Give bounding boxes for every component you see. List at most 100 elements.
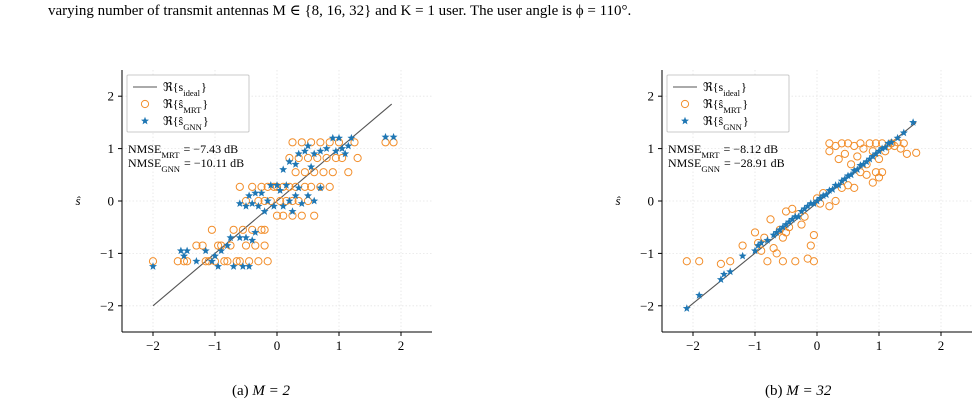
- chartb-gnn-point-17: [791, 212, 800, 221]
- subcaption-a: (a) M = 2: [232, 383, 290, 400]
- charta-mrt-point-54: [325, 182, 334, 191]
- chartb-mrt-point-37: [862, 170, 871, 179]
- chartb-ytick-label-0: −2: [640, 298, 654, 313]
- charta-gnn-point-35: [288, 207, 297, 215]
- charta-gnn-point-43: [285, 157, 294, 166]
- chartb-gnn-point-18: [794, 212, 803, 221]
- subcaption-a-math: M = 2: [252, 383, 291, 399]
- chartb-legend-label-ideal: ℜ{sideal }: [703, 80, 747, 98]
- chartb-gnn-point-11: [772, 228, 781, 236]
- charta-mrt-point-68: [325, 138, 334, 147]
- chartb-gnn-point-20: [800, 204, 809, 213]
- chartb-gnn-point-46: [881, 143, 890, 151]
- chartb-mrt-point-57: [865, 139, 874, 148]
- charta-gnn-point-51: [322, 144, 331, 152]
- chartb-legend-label-gnn: ℜ{ŝGNN }: [703, 114, 749, 132]
- charta-mrt-point-60: [300, 168, 309, 177]
- scatter-chart-a: −2 −1 0 1 2 −2 −1 0 1 2 s ŝ ℜ{sideal }ℜ{ŝMRT }ℜ{ŝGNN…: [75, 70, 432, 371]
- charta-legend-label-mrt: ℜ{ŝMRT }: [163, 97, 208, 115]
- chartb-mrt-point-31: [825, 202, 834, 211]
- charta-gnn-point-10: [223, 241, 232, 249]
- chart-panel-a: −2 −1 0 1 2 −2 −1 0 1 2 s ŝ ℜ{sideal }ℜ{ŝMRT }ℜ{ŝGNN…: [52, 60, 432, 371]
- charta-gnn-point-11: [226, 233, 235, 242]
- charta-nmse-annotation-1: NMSEGNN = −10.11 dB: [128, 156, 244, 174]
- charta-gnn-point-28: [266, 181, 275, 189]
- chartb-mrt-point-60: [874, 154, 884, 164]
- charta-mrt-point-67: [322, 153, 331, 163]
- charta-mrt-point-15: [229, 225, 238, 234]
- chartb-mrt-point-0: [682, 257, 691, 266]
- chartb-gnn-point-43: [871, 149, 880, 158]
- subcaption-a-prefix: (a): [232, 383, 249, 399]
- chartb-mrt-point-12: [772, 249, 781, 258]
- charta-mrt-point-56: [288, 138, 297, 147]
- charta-mrt-point-64: [313, 153, 322, 163]
- charta-gnn-point-18: [251, 228, 260, 236]
- charta-mrt-point-74: [350, 138, 359, 147]
- charta-mrt-point-39: [276, 196, 285, 206]
- chartb-mrt-point-38: [868, 178, 877, 187]
- chartb-gnn-point-51: [909, 118, 918, 126]
- chartb-gnn-point-47: [884, 139, 893, 147]
- charta-gnn-point-41: [316, 183, 325, 192]
- chartb-gnn-point-7: [754, 241, 763, 249]
- chartb-gnn-point-24: [813, 196, 821, 205]
- charta-mrt-point-52: [310, 211, 319, 220]
- chartb-mrt-point-54: [856, 139, 865, 148]
- charta-gnn-point-36: [291, 191, 300, 200]
- chartb-gnn-point-40: [862, 157, 871, 166]
- chartb-mrt-point-19: [788, 204, 797, 213]
- chartb-gnn-point-27: [822, 190, 831, 199]
- charta-gnn-point-34: [285, 196, 294, 205]
- charta-gnn-point-37: [294, 183, 303, 192]
- scatter-chart-b: −2 −1 0 1 2 −2 −1 0 1 2 s ŝ ℜ{sideal }ℜ{ŝMRT }ℜ{ŝGNN…: [615, 70, 972, 371]
- charta-mrt-point-76: [381, 138, 390, 147]
- charta-mrt-point-10: [214, 241, 223, 250]
- chartb-gnn-point-50: [899, 128, 908, 137]
- chartb-gnn-point-41: [865, 154, 874, 163]
- chartb-gnn-point-34: [844, 171, 852, 180]
- charta-legend-label-ideal: ℜ{sideal }: [163, 80, 207, 98]
- chartb-mrt-point-20: [791, 257, 800, 266]
- chartb-gnn-point-8: [757, 238, 766, 247]
- charta-gnn-point-27: [263, 196, 272, 205]
- charta-gnn-point-14: [238, 262, 247, 270]
- charta-legend-swatch-mrt: [140, 99, 150, 109]
- chartb-nmse-annotation-0: NMSEMRT = −8.12 dB: [668, 142, 778, 160]
- chartb-gnn-point-9: [763, 236, 772, 244]
- chartb-mrt-point-5: [750, 228, 760, 237]
- chartb-mrt-point-26: [809, 230, 818, 240]
- chartb-mrt-point-59: [871, 139, 880, 148]
- charta-gnn-point-47: [304, 141, 312, 150]
- charta-gnn-point-39: [304, 191, 312, 200]
- chartb-gnn-point-42: [868, 152, 877, 160]
- chartb-mrt-point-55: [859, 144, 868, 153]
- chartb-xtick-label-3: 1: [876, 338, 883, 353]
- charta-gnn-point-55: [338, 144, 347, 152]
- chartb-xtick-label-2: 0: [814, 338, 821, 353]
- chart-panel-b: −2 −1 0 1 2 −2 −1 0 1 2 s ŝ ℜ{sideal }ℜ{ŝMRT }ℜ{ŝGNN…: [592, 60, 972, 371]
- chartb-gnn-point-1: [695, 291, 704, 299]
- charta-gnn-point-48: [307, 162, 316, 171]
- charta-data-layer: [148, 103, 398, 307]
- charta-mrt-point-59: [297, 138, 306, 147]
- chartb-ytick-label-1: −1: [640, 246, 654, 261]
- charta-gnn-point-46: [300, 147, 309, 155]
- charta-gnn-point-53: [331, 147, 340, 155]
- charta-gnn-point-4: [192, 257, 201, 265]
- charta-gnn-point-54: [335, 133, 343, 142]
- charta-gnn-point-19: [235, 199, 244, 208]
- chartb-mrt-point-32: [831, 196, 840, 206]
- charta-gnn-point-31: [276, 186, 285, 194]
- chartb-gnn-point-21: [803, 202, 812, 210]
- chartb-gnn-point-35: [847, 170, 856, 179]
- charta-mrt-point-12: [220, 257, 229, 266]
- charta-mrt-point-40: [279, 211, 288, 220]
- chartb-gnn-point-22: [806, 199, 815, 208]
- subcaption-b: (b) M = 32: [765, 383, 831, 400]
- charta-mrt-point-28: [235, 182, 244, 191]
- charta-mrt-point-73: [344, 168, 353, 177]
- chartb-gnn-point-23: [809, 199, 818, 208]
- charta-gnn-point-1: [176, 246, 185, 255]
- charta-ytick-label-0: −2: [100, 298, 114, 313]
